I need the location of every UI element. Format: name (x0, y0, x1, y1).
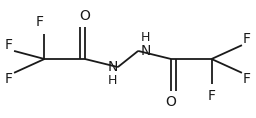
Text: F: F (208, 89, 216, 103)
Text: F: F (243, 32, 251, 46)
Text: F: F (243, 72, 251, 86)
Text: O: O (166, 95, 176, 109)
Text: F: F (35, 15, 43, 29)
Text: H: H (141, 31, 151, 44)
Text: N: N (141, 44, 151, 58)
Text: H: H (108, 74, 118, 87)
Text: F: F (5, 38, 13, 52)
Text: O: O (80, 9, 90, 23)
Text: N: N (108, 60, 118, 74)
Text: F: F (5, 72, 13, 86)
